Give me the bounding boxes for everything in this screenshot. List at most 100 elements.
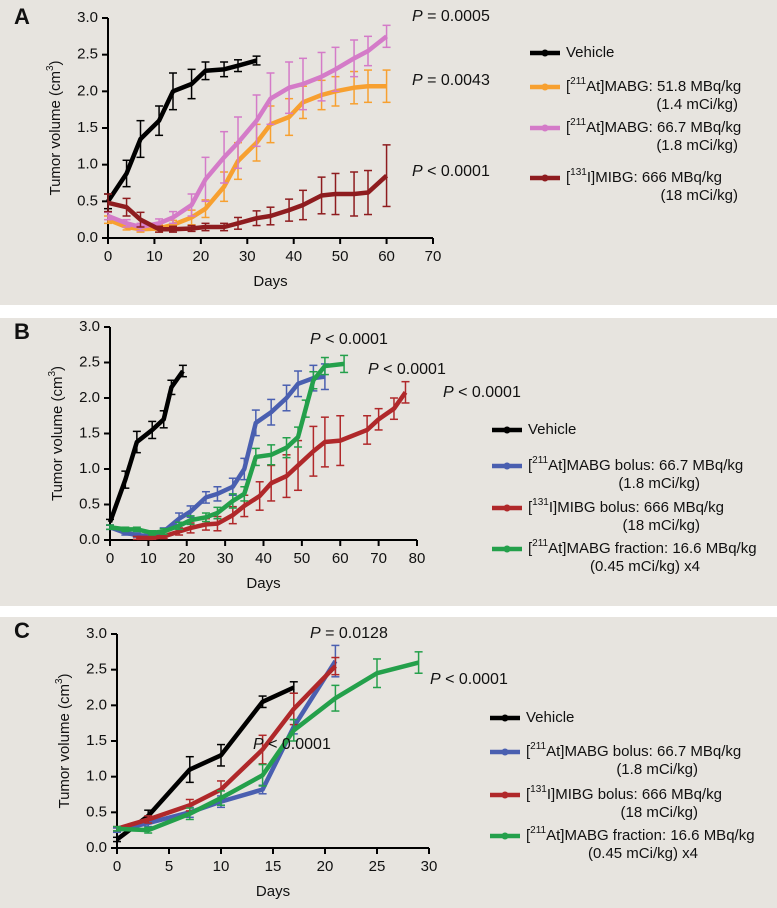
y-tick-label: 0.0 [77,229,98,246]
y-tick-label: 2.0 [79,389,100,406]
x-tick-label: 60 [332,550,349,567]
y-tick-label: 2.0 [86,696,107,713]
p-value-annotation: P < 0.0001 [412,163,490,180]
legend-label: [211At]MABG: 51.8 MBq/kg (1.4 mCi/kg) [566,76,745,113]
x-tick-label: 40 [285,248,302,265]
x-tick-label: 70 [370,550,387,567]
series-line [107,369,185,524]
x-tick-label: 5 [165,858,173,875]
x-tick-label: 0 [106,550,114,567]
y-tick-label: 1.0 [77,156,98,173]
legend-label: [211At]MABG bolus: 66.7 MBq/kg (1.8 mCi/… [528,455,747,492]
y-tick-label: 1.5 [86,732,107,749]
p-value-annotation: P < 0.0001 [368,361,446,378]
x-tick-label: 20 [178,550,195,567]
legend-marker [541,124,549,132]
p-value-annotation: P < 0.0001 [430,671,508,688]
x-tick-label: 80 [409,550,426,567]
legend-marker [503,462,511,470]
y-axis-label: Tumor volume (cm3) [54,673,73,808]
p-value-annotation: P < 0.0001 [253,736,331,753]
legend-label: [211At]MABG: 66.7 MBq/kg (1.8 mCi/kg) [566,117,745,154]
y-tick-label: 0.0 [86,839,107,856]
p-value-annotation: P < 0.0001 [443,384,521,401]
p-value-annotation: P = 0.0128 [310,625,388,642]
y-tick-label: 1.0 [79,460,100,477]
x-tick-label: 50 [332,248,349,265]
series-line [136,391,408,541]
series-line [109,361,345,536]
y-tick-label: 1.5 [77,119,98,136]
p-value-annotation: P = 0.0043 [412,72,490,89]
x-tick-label: 10 [146,248,163,265]
x-tick-label: 40 [255,550,272,567]
legend-label: [131I]MIBG: 666 MBq/kg (18 mCi/kg) [566,167,738,204]
legend-marker [501,748,509,756]
legend-label: Vehicle [528,421,576,438]
x-tick-label: 10 [213,858,230,875]
panel-background [0,617,777,908]
legend-marker [501,791,509,799]
x-tick-label: 0 [113,858,121,875]
y-tick-label: 2.5 [77,46,98,63]
legend-label: [211At]MABG fraction: 16.6 MBq/kg (0.45 … [526,825,759,862]
legend-marker [501,832,509,840]
y-tick-label: 3.0 [79,318,100,335]
p-value-annotation: P = 0.0005 [412,8,490,25]
y-axis-label: Tumor volume (cm3) [47,366,66,501]
x-tick-label: 30 [239,248,256,265]
x-tick-label: 20 [317,858,334,875]
legend-label: [211At]MABG fraction: 16.6 MBq/kg (0.45 … [528,538,761,575]
error-bar [382,144,391,208]
series-line [116,664,338,831]
x-tick-label: 70 [425,248,442,265]
y-tick-label: 0.5 [79,495,100,512]
legend-marker [503,504,511,512]
y-tick-label: 3.0 [86,625,107,642]
x-tick-label: 50 [294,550,311,567]
panel-label: B [14,319,30,344]
legend-marker [541,174,549,182]
panel-label: C [14,618,30,643]
legend-label: [211At]MABG bolus: 66.7 MBq/kg (1.8 mCi/… [526,741,745,778]
y-axis-label: Tumor volume (cm3) [45,60,64,195]
series-line [116,660,420,833]
y-tick-label: 2.0 [77,82,98,99]
y-tick-label: 0.5 [86,803,107,820]
series-line [107,34,388,230]
legend-label: [131I]MIBG bolus: 666 MBq/kg (18 mCi/kg) [528,497,728,534]
y-tick-label: 0.0 [79,531,100,548]
panel-label: A [14,4,30,29]
error-bar [340,354,349,374]
legend-marker [501,714,509,722]
legend-label: Vehicle [566,44,614,61]
x-tick-label: 10 [140,550,157,567]
legend-marker [541,49,549,57]
series-line [106,58,258,203]
legend-marker [541,83,549,91]
y-tick-label: 3.0 [77,9,98,26]
y-tick-label: 2.5 [86,661,107,678]
x-tick-label: 0 [104,248,112,265]
x-tick-label: 30 [421,858,438,875]
p-value-annotation: P < 0.0001 [310,331,388,348]
series-line [107,174,389,232]
legend-marker [503,426,511,434]
x-tick-label: 25 [369,858,386,875]
x-tick-label: 15 [265,858,282,875]
x-axis-label: Days [246,575,280,592]
legend-label: [131I]MIBG bolus: 666 MBq/kg (18 mCi/kg) [526,784,726,821]
x-axis-label: Days [256,883,290,900]
x-tick-label: 20 [193,248,210,265]
legend-marker [503,545,511,553]
panel-background [0,0,777,305]
y-tick-label: 1.5 [79,424,100,441]
x-tick-label: 30 [217,550,234,567]
legend-label: Vehicle [526,709,574,726]
y-tick-label: 0.5 [77,192,98,209]
y-tick-label: 2.5 [79,353,100,370]
x-axis-label: Days [253,273,287,290]
y-tick-label: 1.0 [86,768,107,785]
x-tick-label: 60 [378,248,395,265]
